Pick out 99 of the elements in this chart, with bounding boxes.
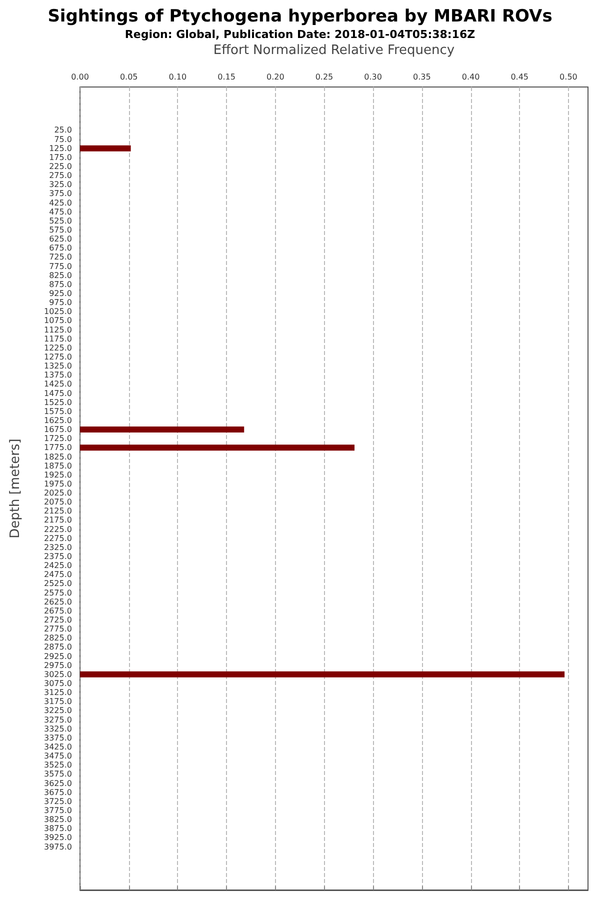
x-tick-label: 0.05 [120, 72, 138, 82]
y-tick-label: 3725.0 [44, 796, 72, 806]
y-tick-label: 425.0 [49, 198, 72, 208]
y-tick-label: 1075.0 [44, 316, 72, 326]
y-tick-label: 575.0 [49, 226, 72, 235]
y-tick-label: 2425.0 [44, 561, 72, 570]
y-tick-label: 2075.0 [44, 498, 72, 507]
y-tick-label: 1775.0 [44, 443, 72, 452]
y-tick-label: 3475.0 [44, 752, 72, 761]
y-tick-label: 175.0 [49, 152, 72, 162]
y-tick-label: 2625.0 [44, 597, 72, 606]
y-tick-label: 1725.0 [44, 434, 72, 444]
y-tick-label: 2825.0 [44, 634, 72, 643]
y-tick-label: 3075.0 [44, 679, 72, 688]
y-tick-label: 3525.0 [44, 760, 72, 770]
y-tick-label: 2225.0 [44, 524, 72, 534]
y-tick-label: 1425.0 [44, 380, 72, 389]
y-tick-label: 3375.0 [44, 733, 72, 742]
y-tick-label: 875.0 [49, 280, 72, 289]
y-tick-label: 2925.0 [44, 652, 72, 661]
y-tick-label: 375.0 [49, 189, 72, 198]
y-tick-label: 1325.0 [44, 362, 72, 371]
y-tick-label: 3125.0 [44, 688, 72, 698]
y-tick-label: 2375.0 [44, 552, 72, 562]
y-tick-label: 3975.0 [44, 842, 72, 852]
y-tick-label: 1825.0 [44, 452, 72, 462]
y-tick-label: 1875.0 [44, 461, 72, 470]
y-tick-label: 3825.0 [44, 815, 72, 824]
y-tick-label: 225.0 [49, 162, 72, 172]
y-axis-title: Depth [meters] [8, 438, 23, 538]
y-tick-label: 75.0 [54, 134, 72, 144]
y-tick-label: 525.0 [49, 216, 72, 226]
x-tick-label: 0.25 [315, 72, 334, 82]
y-tick-label: 2325.0 [44, 542, 72, 552]
x-tick-label: 0.10 [168, 72, 187, 82]
y-tick-label: 3575.0 [44, 770, 72, 779]
y-tick-label: 2175.0 [44, 516, 72, 525]
y-tick-label: 3225.0 [44, 706, 72, 716]
y-tick-label: 925.0 [49, 288, 72, 298]
y-tick-label: 3275.0 [44, 715, 72, 724]
y-tick-label: 2475.0 [44, 570, 72, 580]
y-tick-label: 1125.0 [44, 325, 72, 334]
y-tick-label: 825.0 [49, 270, 72, 280]
y-tick-label: 325.0 [49, 180, 72, 190]
y-tick-label: 125.0 [49, 144, 72, 153]
y-tick-label: 1625.0 [44, 416, 72, 425]
y-tick-label: 2525.0 [44, 579, 72, 588]
y-tick-label: 275.0 [49, 171, 72, 180]
bar [80, 426, 244, 433]
y-tick-label: 1475.0 [44, 388, 72, 398]
y-tick-label: 1925.0 [44, 470, 72, 480]
y-tick-label: 775.0 [49, 262, 72, 271]
x-tick-label: 0.15 [218, 72, 236, 82]
chart-title: Sightings of Ptychogena hyperborea by MBARI ROVs [48, 6, 552, 26]
y-tick-label: 2025.0 [44, 488, 72, 498]
y-tick-label: 3025.0 [44, 670, 72, 679]
y-tick-label: 2775.0 [44, 624, 72, 634]
chart-subtitle: Region: Global, Publication Date: 2018-01-04T05:38:16Z [124, 28, 476, 41]
y-tick-label: 1025.0 [44, 307, 72, 316]
x-tick-label: 0.40 [462, 72, 480, 82]
y-tick-label: 3925.0 [44, 833, 72, 842]
x-tick-label: 0.20 [266, 72, 284, 82]
y-tick-label: 1975.0 [44, 479, 72, 488]
y-tick-label: 2975.0 [44, 660, 72, 670]
bar [80, 444, 355, 451]
y-tick-label: 3875.0 [44, 824, 72, 834]
y-tick-label: 3675.0 [44, 788, 72, 797]
y-tick-label: 2875.0 [44, 642, 72, 652]
bar [80, 671, 565, 678]
y-tick-label: 1375.0 [44, 370, 72, 380]
y-tick-label: 3625.0 [44, 778, 72, 788]
y-tick-label: 3775.0 [44, 806, 72, 815]
y-tick-label: 2725.0 [44, 616, 72, 625]
y-tick-label: 1675.0 [44, 425, 72, 434]
x-tick-label: 0.00 [71, 72, 89, 82]
y-tick-label: 3325.0 [44, 724, 72, 734]
y-tick-label: 1175.0 [44, 334, 72, 344]
x-axis-title: Effort Normalized Relative Frequency [213, 43, 455, 58]
y-tick-label: 1225.0 [44, 343, 72, 352]
y-tick-label: 2125.0 [44, 506, 72, 516]
y-tick-label: 1275.0 [44, 352, 72, 362]
y-tick-label: 1575.0 [44, 406, 72, 416]
y-tick-label: 625.0 [49, 234, 72, 244]
y-tick-label: 2275.0 [44, 534, 72, 543]
y-tick-label: 2675.0 [44, 606, 72, 616]
y-tick-label: 475.0 [49, 207, 72, 216]
y-tick-label: 725.0 [49, 252, 72, 262]
y-tick-label: 975.0 [49, 298, 72, 308]
y-tick-label: 675.0 [49, 244, 72, 253]
y-tick-label: 3175.0 [44, 697, 72, 706]
bar [80, 145, 131, 152]
x-tick-label: 0.50 [560, 72, 578, 82]
y-tick-label: 1525.0 [44, 398, 72, 407]
y-tick-label: 2575.0 [44, 588, 72, 598]
x-tick-label: 0.45 [510, 72, 529, 82]
x-tick-label: 0.30 [364, 72, 382, 82]
y-tick-label: 25.0 [54, 126, 72, 135]
x-tick-label: 0.35 [413, 72, 431, 82]
y-tick-label: 3425.0 [44, 742, 72, 752]
